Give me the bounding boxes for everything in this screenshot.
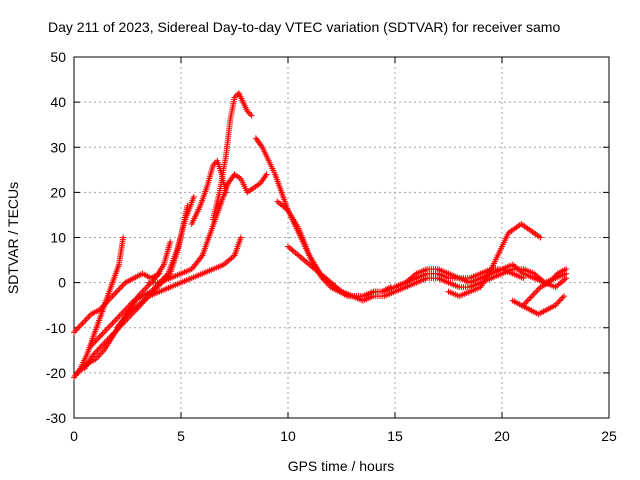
- data-point: [95, 335, 102, 342]
- y-tick-label: 20: [50, 184, 66, 200]
- data-point: [526, 296, 533, 303]
- data-point: [167, 239, 174, 246]
- series-arc-14: [445, 220, 544, 300]
- data-point: [146, 281, 153, 288]
- y-tick-label: 40: [50, 94, 66, 110]
- x-tick-label: 5: [177, 428, 185, 444]
- data-point: [113, 315, 120, 322]
- y-tick-label: -10: [46, 320, 66, 336]
- data-point: [82, 317, 89, 324]
- y-tick-label: -20: [46, 365, 66, 381]
- data-point: [530, 291, 537, 298]
- data-point: [105, 324, 112, 331]
- data-point: [119, 282, 126, 289]
- axis-ticks: 0 5 10 15 20 25 -30 -20 -10 0 10 20 30 40 50: [46, 49, 617, 444]
- data-point: [93, 336, 100, 343]
- data-point: [100, 329, 107, 336]
- data-point: [120, 234, 127, 241]
- data-point: [524, 297, 531, 304]
- y-tick-label: -30: [46, 410, 66, 426]
- y-tick-label: 30: [50, 139, 66, 155]
- data-point: [237, 234, 244, 241]
- x-tick-label: 10: [280, 428, 296, 444]
- data-point: [533, 288, 540, 295]
- data-point: [556, 297, 563, 304]
- x-tick-label: 15: [387, 428, 403, 444]
- data-point: [116, 285, 123, 292]
- series-arc-5: [88, 193, 197, 349]
- data-point: [80, 318, 87, 325]
- data-point: [72, 327, 79, 334]
- data-point: [76, 323, 83, 330]
- chart-title: Day 211 of 2023, Sidereal Day-to-day VTE…: [48, 19, 560, 35]
- data-point: [528, 293, 535, 300]
- data-point: [109, 320, 116, 327]
- data-point: [109, 293, 116, 300]
- data-point: [112, 290, 119, 297]
- y-axis-label: SDTVAR / TECUs: [5, 182, 21, 294]
- y-tick-label: 10: [50, 230, 66, 246]
- data-point: [110, 291, 117, 298]
- data-point: [247, 111, 254, 118]
- data-point: [558, 296, 565, 303]
- data-point: [83, 315, 90, 322]
- x-tick-label: 20: [494, 428, 510, 444]
- data-point: [85, 314, 92, 321]
- data-points: [71, 90, 570, 381]
- series-arc-13: [392, 261, 570, 291]
- data-point: [75, 324, 82, 331]
- x-tick-label: 25: [601, 428, 617, 444]
- data-point: [99, 330, 106, 337]
- data-point: [531, 290, 538, 297]
- data-point: [537, 234, 544, 241]
- data-point: [559, 294, 566, 301]
- x-axis-label: GPS time / hours: [288, 458, 395, 474]
- series-arc-7: [145, 171, 270, 286]
- data-point: [115, 287, 122, 294]
- data-point: [555, 299, 562, 306]
- data-point: [190, 193, 197, 200]
- data-point: [79, 320, 86, 327]
- series-arc-6: [113, 234, 244, 331]
- data-point: [248, 112, 255, 119]
- data-point: [561, 293, 568, 300]
- data-point: [102, 327, 109, 334]
- series-arc-3: [75, 239, 174, 376]
- series-arc-2: [71, 270, 163, 336]
- data-point: [523, 299, 530, 306]
- data-point: [563, 266, 570, 273]
- data-point: [534, 287, 541, 294]
- data-point: [263, 171, 270, 178]
- grid: [74, 57, 609, 418]
- data-point: [98, 332, 105, 339]
- data-point: [71, 329, 77, 336]
- series-arc-15: [509, 293, 568, 318]
- data-point: [73, 326, 80, 333]
- data-point: [96, 333, 103, 340]
- series-arc-9: [210, 90, 255, 223]
- data-point: [527, 294, 534, 301]
- data-point: [112, 317, 119, 324]
- data-point: [145, 282, 152, 289]
- x-tick-label: 0: [70, 428, 78, 444]
- data-point: [106, 323, 113, 330]
- data-point: [78, 321, 85, 328]
- series-arc-16: [520, 266, 570, 309]
- data-point: [222, 189, 229, 196]
- data-point: [115, 314, 122, 321]
- y-tick-label: 0: [58, 275, 66, 291]
- data-point: [113, 288, 120, 295]
- data-point: [103, 326, 110, 333]
- data-point: [118, 284, 125, 291]
- y-tick-label: 50: [50, 49, 66, 65]
- data-point: [110, 318, 117, 325]
- data-point: [108, 321, 115, 328]
- data-point: [563, 275, 570, 282]
